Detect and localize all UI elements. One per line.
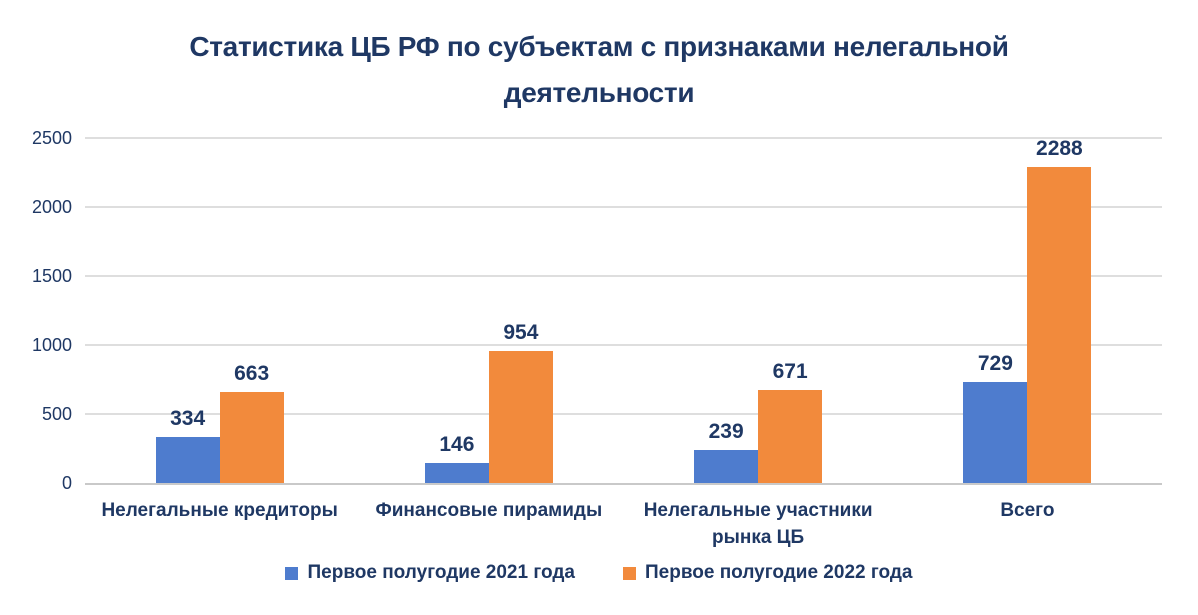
- y-axis-tick-label: 1000: [31, 335, 72, 355]
- bar-value-label: 334: [170, 406, 206, 430]
- bar-value-label: 663: [234, 361, 270, 385]
- legend-label: Первое полугодие 2022 года: [645, 562, 913, 583]
- bar-value-label: 2288: [1036, 137, 1083, 161]
- legend-swatch: [623, 566, 636, 580]
- y-axis-tick-label: 0: [61, 473, 72, 493]
- bar-2022: [488, 351, 553, 483]
- legend-item: Первое полугодие 2022 года: [623, 562, 913, 584]
- x-axis-category-label: Всего: [1000, 500, 1055, 521]
- bar-value-label: 146: [439, 432, 475, 456]
- gridline: [85, 413, 1162, 415]
- legend-label: Первое полугодие 2021 года: [307, 562, 575, 583]
- legend-swatch: [285, 566, 299, 580]
- bar-2022: [1027, 167, 1092, 483]
- gridline: [85, 206, 1162, 208]
- y-axis-tick-label: 1500: [31, 266, 72, 286]
- plot-area: 334 663 146 954 239 671 729 2288: [85, 137, 1162, 485]
- y-axis-tick-label: 2000: [31, 197, 72, 217]
- chart-title: Статистика ЦБ РФ по субъектам с признака…: [189, 31, 1009, 108]
- legend: Первое полугодие 2021 года Первое полугод…: [0, 562, 1198, 584]
- x-axis: Нелегальные кредиторы Финансовые пирамиды…: [85, 497, 1162, 561]
- gridline: [85, 275, 1162, 277]
- bar-value-label: 671: [772, 360, 808, 384]
- bar-value-label: 239: [708, 420, 744, 444]
- bar-value-label: 954: [503, 321, 539, 345]
- bar-2021: [424, 462, 489, 483]
- bar-2022: [219, 391, 284, 483]
- y-axis-tick-label: 2500: [31, 128, 72, 148]
- gridline: [85, 137, 1162, 139]
- bar-2021: [694, 450, 759, 483]
- gridline: [85, 344, 1162, 346]
- bar-value-label: 729: [977, 352, 1013, 376]
- legend-item: Первое полугодие 2021 года: [285, 562, 575, 584]
- bar-2021: [963, 382, 1028, 483]
- bar-2021: [155, 436, 220, 483]
- x-axis-category-label: Нелегальные кредиторы: [101, 500, 338, 521]
- y-axis: 0 500 1000 1500 2000 2500: [0, 128, 72, 493]
- x-axis-category-label: Нелегальные участники рынка ЦБ: [643, 500, 873, 548]
- y-axis-tick-label: 500: [41, 404, 72, 424]
- x-axis-category-label: Финансовые пирамиды: [375, 500, 603, 521]
- bar-2022: [758, 390, 823, 483]
